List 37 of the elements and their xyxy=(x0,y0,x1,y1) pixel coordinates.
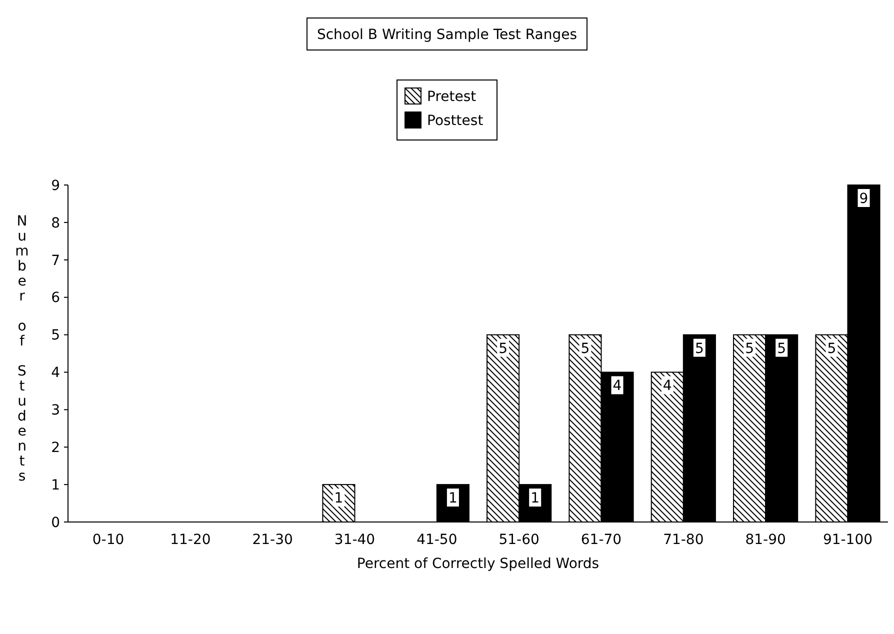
x-tick-label: 91-100 xyxy=(822,532,873,548)
x-tick-label: 51-60 xyxy=(498,532,540,548)
legend-label: Pretest xyxy=(427,89,477,105)
data-label: 5 xyxy=(827,340,836,357)
x-tick-label: 0-10 xyxy=(92,532,124,548)
y-tick-label: 2 xyxy=(51,440,60,456)
x-tick-label: 31-40 xyxy=(334,532,376,548)
y-tick-label: 1 xyxy=(51,477,60,494)
data-label: 4 xyxy=(612,378,622,394)
x-tick-label: 11-20 xyxy=(170,532,211,548)
legend-label: Posttest xyxy=(427,113,484,129)
x-tick-label: 21-30 xyxy=(252,532,293,548)
data-label: 5 xyxy=(777,340,786,357)
y-tick-label: 3 xyxy=(51,402,60,419)
x-tick-label: 61-70 xyxy=(580,532,622,548)
data-label: 5 xyxy=(580,340,590,357)
y-tick-label: 5 xyxy=(51,328,60,344)
y-tick-label: 7 xyxy=(51,252,60,269)
x-tick-label: 71-80 xyxy=(663,532,704,548)
data-label: 5 xyxy=(745,340,754,357)
chart-title: School B Writing Sample Test Ranges xyxy=(316,27,578,43)
y-tick-label: 4 xyxy=(51,365,60,382)
y-axis-title: Number of Students xyxy=(14,214,30,484)
y-tick-label: 9 xyxy=(51,178,60,194)
x-tick-label: 41-50 xyxy=(416,532,458,548)
x-tick-label: 81-90 xyxy=(745,532,786,548)
data-label: 1 xyxy=(448,490,458,507)
data-label: 1 xyxy=(530,490,540,507)
y-tick-label: 0 xyxy=(51,514,60,531)
y-tick-label: 8 xyxy=(51,215,60,232)
data-label: 1 xyxy=(334,490,344,507)
y-tick-label: 6 xyxy=(51,290,60,306)
data-label: 5 xyxy=(498,340,508,357)
x-axis-title: Percent of Correctly Spelled Words xyxy=(356,556,600,572)
data-label: 4 xyxy=(662,378,672,394)
data-label: 5 xyxy=(694,340,704,357)
data-label: 9 xyxy=(859,191,868,207)
